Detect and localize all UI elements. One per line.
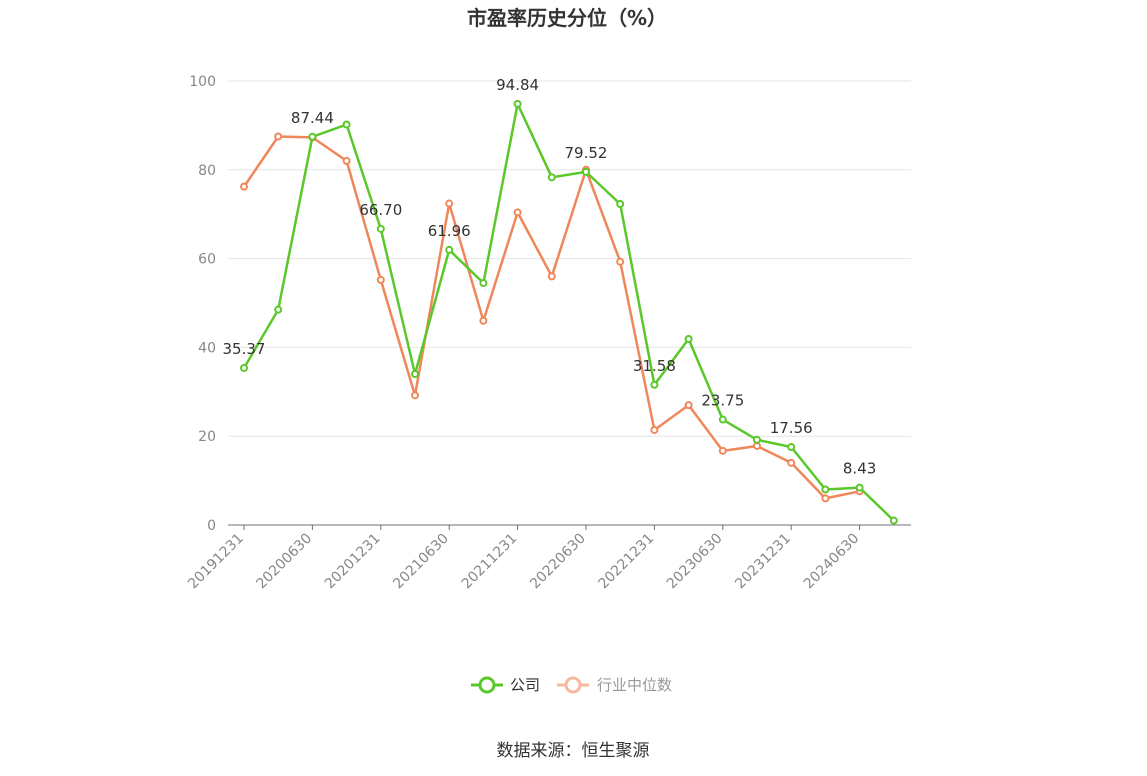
company-line [242,102,895,522]
company-data-label: 87.44 [291,109,334,127]
industry-median-point [753,441,761,450]
company-point [718,415,727,424]
y-tick-label: 40 [198,340,216,356]
company-data-label: 35.37 [223,340,266,358]
company-point [582,167,590,176]
company-point [684,334,693,343]
legend-label-company: 公司 [510,676,540,694]
company-data-label: 94.84 [496,76,539,94]
industry-median-point [445,199,454,208]
industry-median-point [650,425,659,434]
industry-median-point [479,316,488,325]
company-point [308,132,317,141]
industry-median-point [821,494,830,503]
company-point [650,380,659,389]
y-tick-label: 0 [207,518,216,534]
data-source: 数据来源：恒生聚源 [497,741,650,761]
y-tick-label: 20 [198,429,216,445]
data-labels: 35.37 87.44 66.70 61.96 94.84 79.52 31.58 23.75… [223,76,877,478]
y-tick-label: 60 [198,252,216,268]
legend-item-company[interactable]: 公司 [471,676,540,694]
industry-median-point [787,458,796,467]
x-tick-label: 20240630 [801,531,863,593]
legend-marker-company [478,676,496,694]
legend: 公司 行业中位数 [471,676,672,694]
company-point [547,173,556,182]
company-point [411,370,419,379]
y-tick-label: 100 [189,74,216,90]
company-point [240,363,248,372]
legend-label-industry-median: 行业中位数 [597,676,672,694]
company-data-label: 23.75 [701,392,744,410]
x-tick-label: 20211231 [459,531,521,593]
industry-median-point [411,391,419,400]
industry-median-point [376,275,385,284]
industry-median-point [684,401,693,410]
industry-median-point [616,257,625,266]
industry-median-point [274,132,283,141]
company-point [479,279,488,288]
x-tick-label: 20201231 [322,531,384,593]
x-tick-label: 20221231 [596,531,658,593]
grid [228,80,911,437]
industry-median-point [718,446,727,455]
company-point [616,199,625,208]
legend-marker-industry-median [564,676,582,694]
company-point [376,224,385,233]
company-point [274,305,283,314]
industry-median-line [242,135,860,500]
industry-median-point [513,208,522,217]
company-point [513,99,522,108]
company-data-label: 31.58 [633,357,676,375]
company-point [889,516,898,525]
industry-median-point [547,272,556,281]
company-point [753,435,761,444]
x-tick-label: 20231231 [732,531,794,593]
company-data-label: 79.52 [565,144,608,162]
x-tick-label: 20210630 [390,531,452,593]
x-tick-label: 20200630 [254,531,316,593]
x-tick-label: 20230630 [664,531,726,593]
x-tick-label: 20220630 [527,531,589,593]
y-tick-label: 80 [198,163,216,179]
industry-median-point [240,182,248,191]
company-data-label: 17.56 [770,419,813,437]
company-data-label: 66.70 [359,201,402,219]
company-point [787,443,796,452]
company-data-label: 8.43 [843,460,876,478]
company-point [342,120,351,129]
series [240,99,898,525]
company-point [445,245,454,254]
company-point [855,483,864,492]
x-tick-label: 20191231 [185,531,247,593]
chart-title: 市盈率历史分位（%） [467,6,667,30]
legend-item-industry-median[interactable]: 行业中位数 [557,676,672,694]
industry-median-point [342,156,351,165]
company-data-label: 61.96 [428,222,471,240]
company-point [821,485,830,494]
